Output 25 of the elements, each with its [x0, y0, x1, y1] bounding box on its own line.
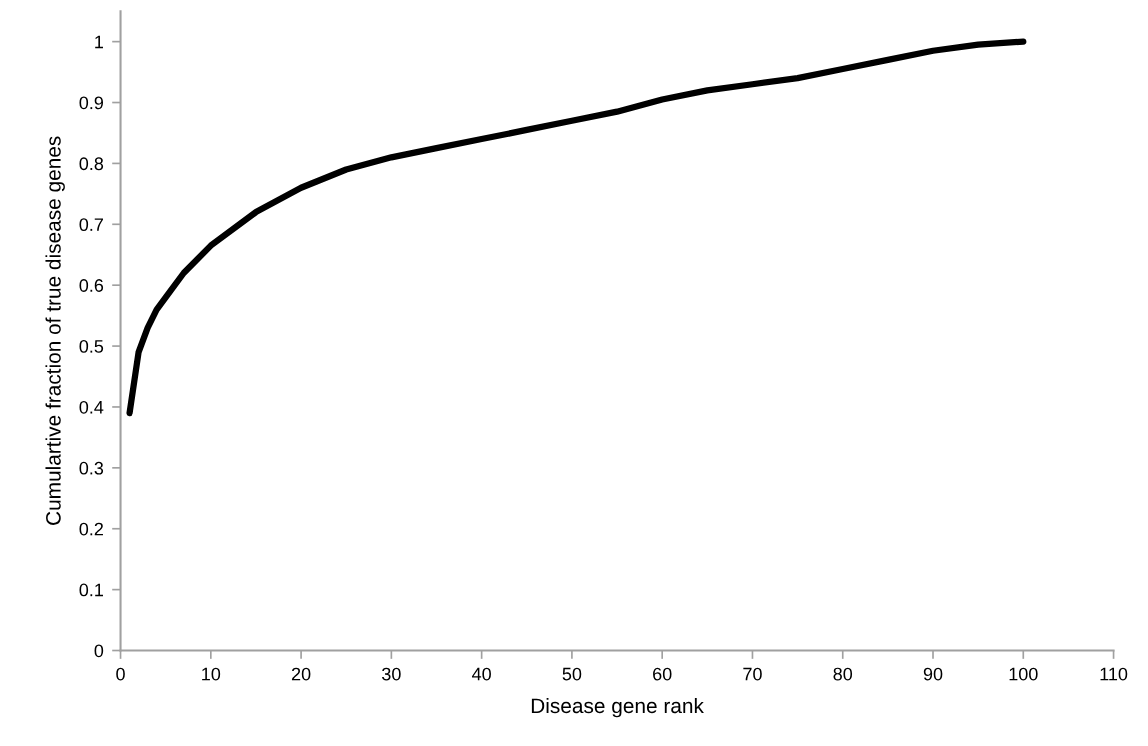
y-tick-label: 0.2 [79, 522, 103, 536]
x-tick-label: 40 [472, 667, 491, 681]
x-tick-label: 80 [833, 667, 853, 681]
y-axis-title: Cumulartive fraction of true disease genes [45, 136, 65, 525]
x-tick-label: 70 [743, 667, 762, 681]
y-tick-label: 0.5 [79, 340, 104, 353]
x-tick-label: 60 [653, 667, 672, 681]
x-tick-label: 50 [562, 667, 582, 681]
y-tick-label: 0.9 [79, 96, 104, 110]
y-tick-label: 0.6 [79, 279, 104, 292]
x-tick-label: 100 [1009, 667, 1038, 681]
y-tick-label: 1 [95, 35, 103, 49]
x-tick-label: 10 [202, 667, 221, 681]
x-tick-label: 20 [291, 667, 311, 681]
y-tick-label: 0.3 [79, 461, 104, 475]
x-axis-title: Disease gene rank [531, 697, 704, 718]
y-tick-label: 0.1 [79, 583, 103, 597]
x-tick-label: 110 [1100, 667, 1128, 681]
x-tick-label: 90 [923, 667, 943, 681]
y-tick-label: 0.8 [79, 157, 104, 171]
y-tick-label: 0.7 [79, 218, 103, 232]
x-tick-label: 30 [382, 667, 401, 681]
x-tick-label: 0 [116, 667, 125, 681]
y-tick-label: 0.4 [79, 400, 104, 414]
y-tick-label: 0 [94, 644, 104, 658]
